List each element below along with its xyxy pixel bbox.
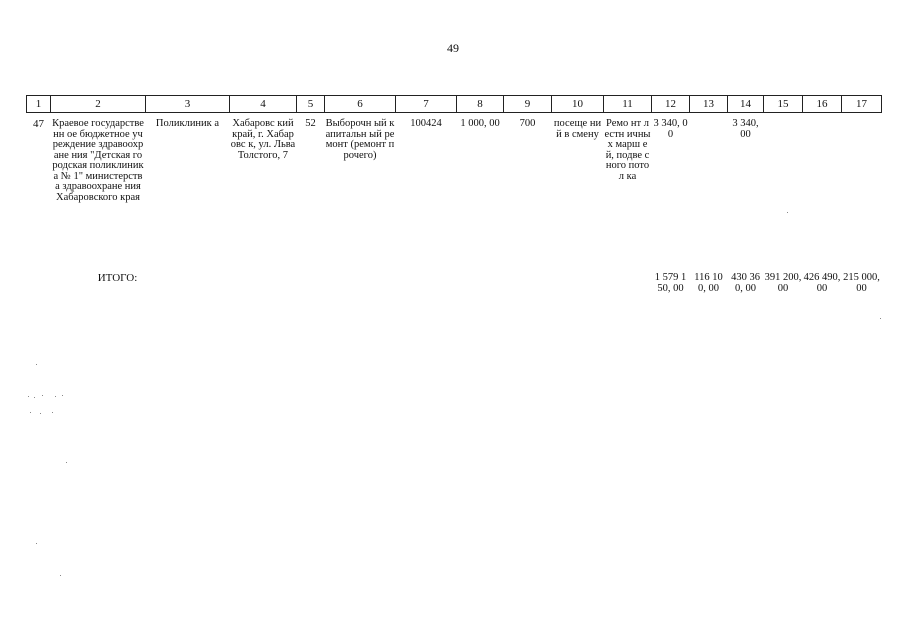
column-header: 9 <box>503 95 552 113</box>
total-row: ИТОГО: 1 579 150, 00 116 100, 00 430 360… <box>27 269 882 294</box>
total-amount-cell: 116 100, 00 <box>694 272 723 294</box>
description-cell: Ремо нт лестн ичны х марш ей, подве сног… <box>604 118 651 182</box>
amount-cell: 3 340, 00 <box>732 118 759 140</box>
column-header: 16 <box>802 95 842 113</box>
total-amount-cell: 391 200, 00 <box>764 272 802 294</box>
code-cell: 100424 <box>410 118 442 129</box>
amount-cell <box>764 113 803 270</box>
row-number-cell: 47 <box>33 118 44 130</box>
work-type-cell: Выборочн ый капитальн ый ремонт (ремонт … <box>325 118 395 161</box>
total-amount-cell: 1 579 150, 00 <box>654 272 687 294</box>
code-cell: 52 <box>305 118 316 129</box>
column-header: 14 <box>727 95 764 113</box>
column-header: 15 <box>763 95 803 113</box>
amount-cell: 3 340, 00 <box>653 118 688 140</box>
unit-cell: посеще ний в смену <box>553 118 602 140</box>
column-header: 11 <box>603 95 652 113</box>
column-header: 1 <box>26 95 51 113</box>
column-header: 3 <box>145 95 230 113</box>
column-number-row: 1 2 3 4 5 6 7 8 9 10 11 12 13 14 15 16 1… <box>26 95 882 113</box>
column-header: 4 <box>229 95 297 113</box>
total-label: ИТОГО: <box>97 272 138 284</box>
amount-cell <box>690 113 728 270</box>
total-amount-cell: 430 360, 00 <box>731 272 760 294</box>
column-header: 10 <box>551 95 604 113</box>
amount-cell <box>803 113 842 270</box>
budget-table: 1 2 3 4 5 6 7 8 9 10 11 12 13 14 15 16 1… <box>26 95 882 294</box>
column-header: 2 <box>50 95 146 113</box>
column-header: 6 <box>324 95 396 113</box>
amount-cell <box>842 113 882 270</box>
institution-cell: Краевое государственн ое бюджетное учреж… <box>52 118 144 203</box>
column-header: 8 <box>456 95 504 113</box>
value-cell: 1 000, 00 <box>460 118 500 129</box>
total-amount-cell: 215 000, 00 <box>843 272 880 294</box>
column-header: 7 <box>395 95 457 113</box>
column-header: 13 <box>689 95 728 113</box>
address-cell: Хабаровс кий край, г. Хабаровс к, ул. Ль… <box>230 118 296 161</box>
table-row: 47 Краевое государственн ое бюджетное уч… <box>27 113 882 270</box>
column-header: 17 <box>841 95 882 113</box>
column-header: 12 <box>651 95 690 113</box>
total-amount-cell: 426 490, 00 <box>803 272 841 294</box>
column-header: 5 <box>296 95 325 113</box>
page-number: 49 <box>447 41 459 55</box>
capacity-cell: 700 <box>519 118 536 129</box>
facility-type-cell: Поликлиник а <box>155 118 220 129</box>
